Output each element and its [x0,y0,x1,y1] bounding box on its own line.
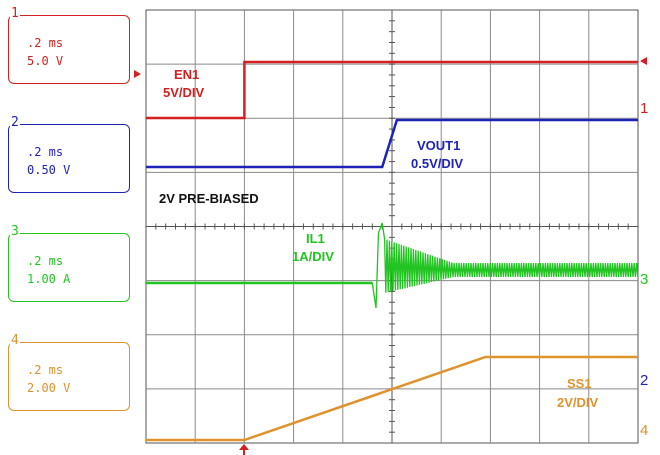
channel-2-box: 2 .2 ms 0.50 V [8,116,130,193]
trigger-arrow [239,444,249,450]
trace-il1 [146,222,639,309]
il1-scale-label: 1A/DIV [292,249,334,264]
channel-2-timebase: .2 ms [27,145,64,159]
channel-4-box: 4 .2 ms 2.00 V [8,334,130,411]
channel-4-timebase: .2 ms [27,363,64,377]
vout1-scale-label: 0.5V/DIV [411,156,463,171]
channel-2-number: 2 [10,115,20,130]
trace-ss1 [146,355,638,442]
trace-en1 [146,60,638,120]
channel-1-right-marker [640,57,647,65]
channel-1-left-marker [134,70,141,78]
channel-3-timebase: .2 ms [27,254,64,268]
channel-2-right-number: 2 [640,372,648,389]
channel-1-right-number: 1 [640,100,648,117]
prebiased-label: 2V PRE-BIASED [159,191,259,206]
ss1-scale-label: 2V/DIV [557,395,599,410]
en1-scale-label: 5V/DIV [163,85,205,100]
en1-label: EN1 [174,67,199,82]
channel-1-timebase: .2 ms [27,36,64,50]
traces [146,60,639,442]
vout1-label: VOUT1 [417,138,460,153]
trace-vout1 [146,118,638,169]
channel-4-number: 4 [10,333,20,348]
il1-label: IL1 [306,231,325,246]
channel-3-number: 3 [10,224,20,239]
channel-1-scale: 5.0 V [27,54,64,68]
channel-1-number: 1 [10,6,20,21]
channel-2-scale: 0.50 V [27,163,71,177]
channel-3-scale: 1.00 A [27,272,71,286]
channel-3-box: 3 .2 ms 1.00 A [8,225,130,302]
channel-1-box: 1 .2 ms 5.0 V [8,7,130,84]
channel-4-scale: 2.00 V [27,381,71,395]
channel-3-right-number: 3 [640,271,648,288]
channel-4-right-number: 4 [640,422,648,439]
ss1-label: SS1 [567,376,592,391]
